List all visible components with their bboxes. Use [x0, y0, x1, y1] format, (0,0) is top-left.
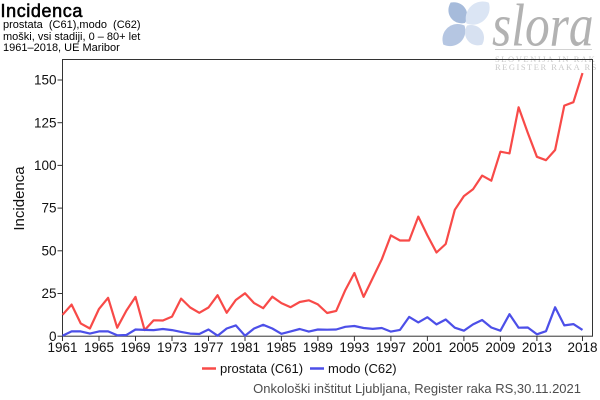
svg-text:1965: 1965: [84, 340, 114, 355]
svg-text:2018: 2018: [567, 340, 597, 355]
svg-text:prostata (C61): prostata (C61): [220, 361, 303, 376]
svg-text:1973: 1973: [157, 340, 187, 355]
svg-text:1993: 1993: [339, 340, 369, 355]
svg-text:100: 100: [34, 158, 57, 173]
svg-text:1969: 1969: [120, 340, 150, 355]
svg-text:2009: 2009: [485, 340, 515, 355]
svg-text:1985: 1985: [266, 340, 296, 355]
svg-text:2001: 2001: [412, 340, 442, 355]
svg-text:125: 125: [34, 115, 57, 130]
svg-text:50: 50: [41, 243, 56, 258]
svg-text:Incidenca: Incidenca: [11, 166, 28, 231]
svg-text:1981: 1981: [230, 340, 260, 355]
svg-text:modo (C62): modo (C62): [328, 361, 397, 376]
svg-text:2005: 2005: [449, 340, 479, 355]
svg-text:1961: 1961: [47, 340, 77, 355]
svg-text:150: 150: [34, 73, 57, 88]
svg-text:1997: 1997: [376, 340, 406, 355]
svg-text:1977: 1977: [193, 340, 223, 355]
svg-text:1989: 1989: [303, 340, 333, 355]
svg-text:Onkološki inštitut Ljubljana,: Onkološki inštitut Ljubljana, Register r…: [253, 381, 581, 396]
svg-text:0: 0: [49, 329, 57, 344]
svg-text:25: 25: [41, 286, 56, 301]
svg-text:2013: 2013: [522, 340, 552, 355]
svg-text:75: 75: [41, 201, 56, 216]
